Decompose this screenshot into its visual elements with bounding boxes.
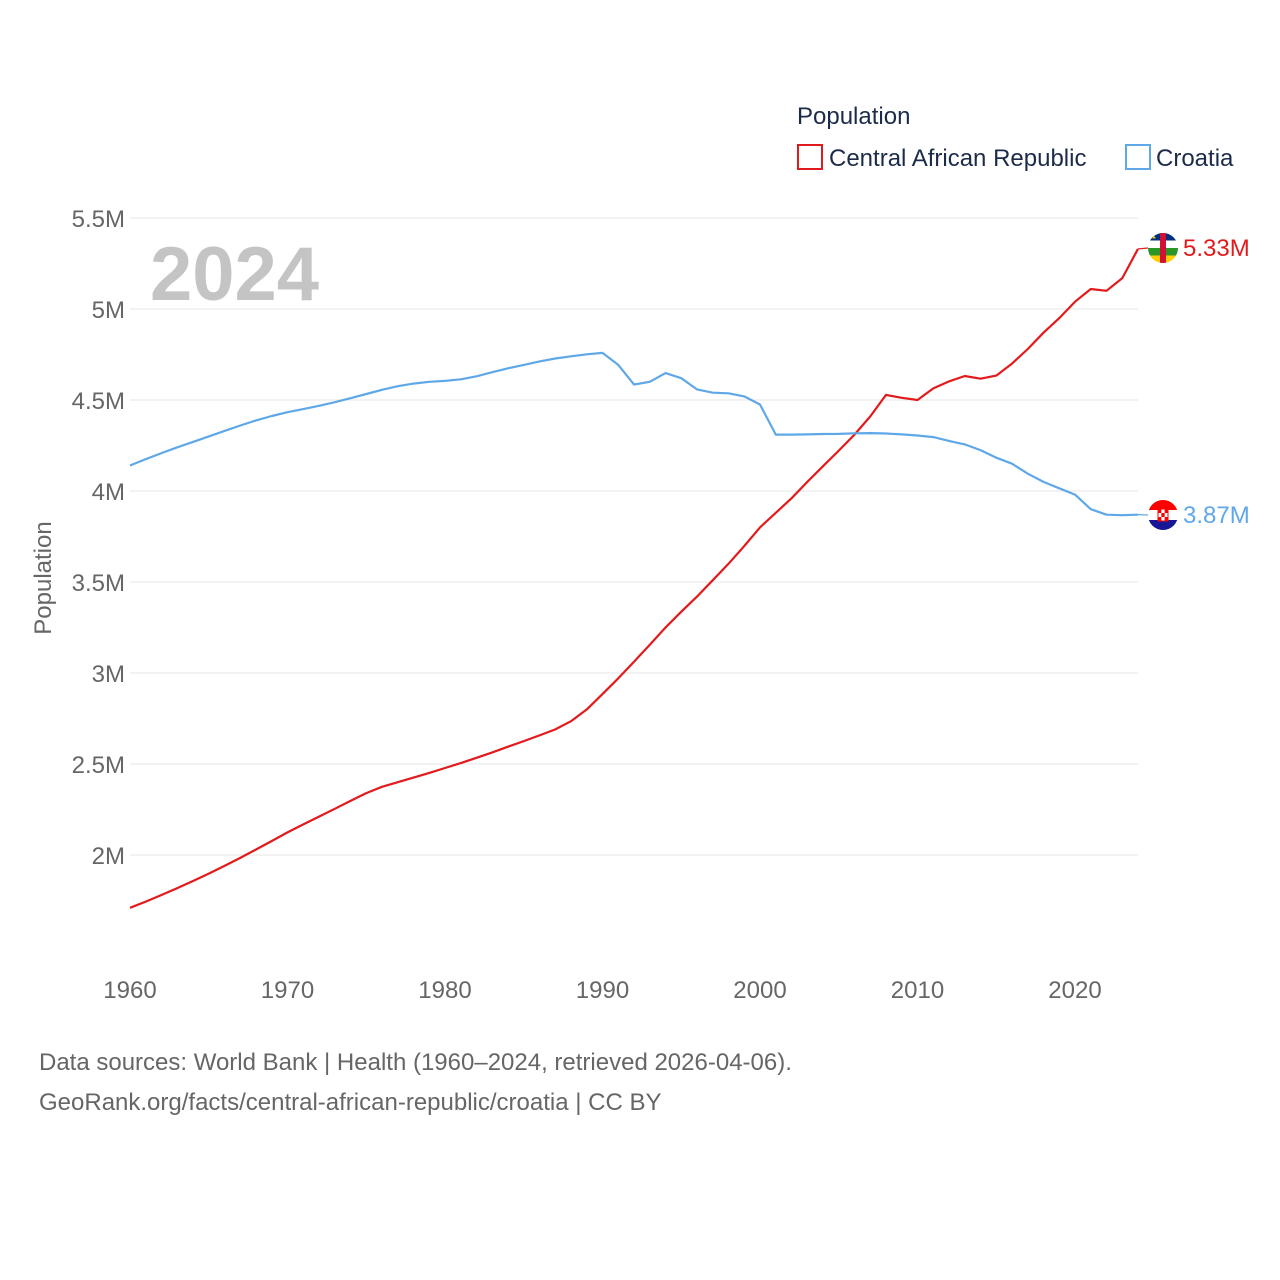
series-lines bbox=[129, 248, 1139, 909]
legend-item-croatia[interactable]: Croatia bbox=[1125, 144, 1234, 172]
y-tick-label: 2.5M bbox=[72, 752, 125, 779]
legend-swatch-croatia bbox=[1125, 144, 1151, 170]
legend-title: Population bbox=[797, 103, 910, 130]
year-display: 2024 bbox=[150, 232, 319, 317]
series-line-croatia[interactable] bbox=[129, 351, 1139, 517]
y-tick-label: 4.5M bbox=[72, 388, 125, 415]
y-tick-label: 5M bbox=[92, 297, 125, 324]
series-end-markers: 5.33M 3.87M bbox=[1137, 233, 1250, 530]
central-african-republic-flag-icon bbox=[1148, 233, 1178, 263]
x-tick-label: 2020 bbox=[1048, 977, 1101, 1004]
legend-label-central-african-republic: Central African Republic bbox=[829, 145, 1086, 172]
legend-item-central-african-republic[interactable]: Central African Republic bbox=[797, 144, 1086, 172]
y-tick-label: 4M bbox=[92, 479, 125, 506]
end-connector bbox=[1137, 247, 1149, 250]
x-tick-label: 1960 bbox=[103, 977, 156, 1004]
croatia-flag-icon bbox=[1148, 500, 1178, 530]
x-tick-label: 1980 bbox=[418, 977, 471, 1004]
y-tick-label: 3M bbox=[92, 661, 125, 688]
x-tick-label: 1970 bbox=[261, 977, 314, 1004]
x-axis-ticks: 1960 1970 1980 1990 2000 2010 2020 bbox=[103, 977, 1101, 1004]
gridlines bbox=[130, 217, 1138, 856]
footer: Data sources: World Bank | Health (1960–… bbox=[39, 1043, 792, 1123]
y-axis-ticks: 2M 2.5M 3M 3.5M 4M 4.5M 5M 5.5M bbox=[72, 206, 125, 870]
series-line-central-african-republic[interactable] bbox=[129, 248, 1139, 909]
y-tick-label: 5.5M bbox=[72, 206, 125, 233]
end-value-label-croatia: 3.87M bbox=[1183, 502, 1250, 529]
legend: Population Central African Republic Croa… bbox=[797, 103, 1234, 172]
x-tick-label: 2010 bbox=[891, 977, 944, 1004]
source-link[interactable]: GeoRank.org/facts/central-african-republ… bbox=[39, 1089, 662, 1116]
y-axis-title: Population bbox=[30, 521, 57, 634]
legend-label-croatia: Croatia bbox=[1156, 145, 1234, 172]
data-sources-note: Data sources: World Bank | Health (1960–… bbox=[39, 1049, 792, 1076]
y-tick-label: 3.5M bbox=[72, 570, 125, 597]
end-value-label-central-african-republic: 5.33M bbox=[1183, 235, 1250, 262]
y-tick-label: 2M bbox=[92, 843, 125, 870]
x-tick-label: 1990 bbox=[576, 977, 629, 1004]
legend-swatch-central-african-republic bbox=[797, 144, 823, 170]
x-tick-label: 2000 bbox=[733, 977, 786, 1004]
